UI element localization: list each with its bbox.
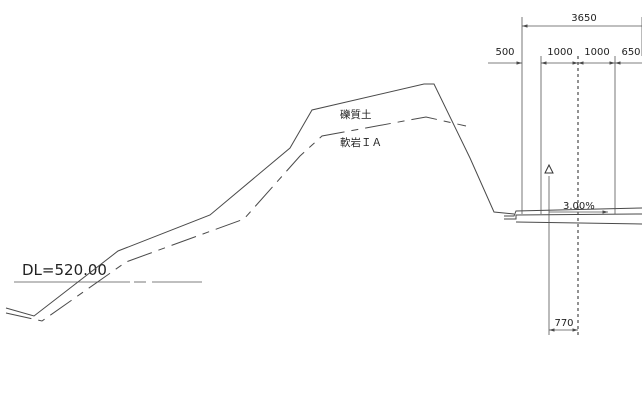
layer-label-soft-rock: 軟岩ＩＡ [340,136,382,149]
dimension-total-width: 3650 [571,13,596,24]
reference-point-marker [544,163,554,335]
dimension-segment-2: 1000 [547,47,572,58]
dimension-segment-4: 650 [621,47,640,58]
dimension-segments [488,56,642,214]
layer-label-gravel-soil: 礫質土 [340,108,372,121]
dimension-offset: 770 [554,318,573,329]
ground-line-upper [5,83,515,317]
rock-boundary-line [5,116,467,322]
dimension-segment-1: 500 [495,47,514,58]
dimension-total [521,17,642,214]
slope-label: 3.00% [563,201,595,212]
road-surface [504,207,642,225]
datum-label: DL=520.00 [22,261,107,279]
dimension-segment-3: 1000 [584,47,609,58]
